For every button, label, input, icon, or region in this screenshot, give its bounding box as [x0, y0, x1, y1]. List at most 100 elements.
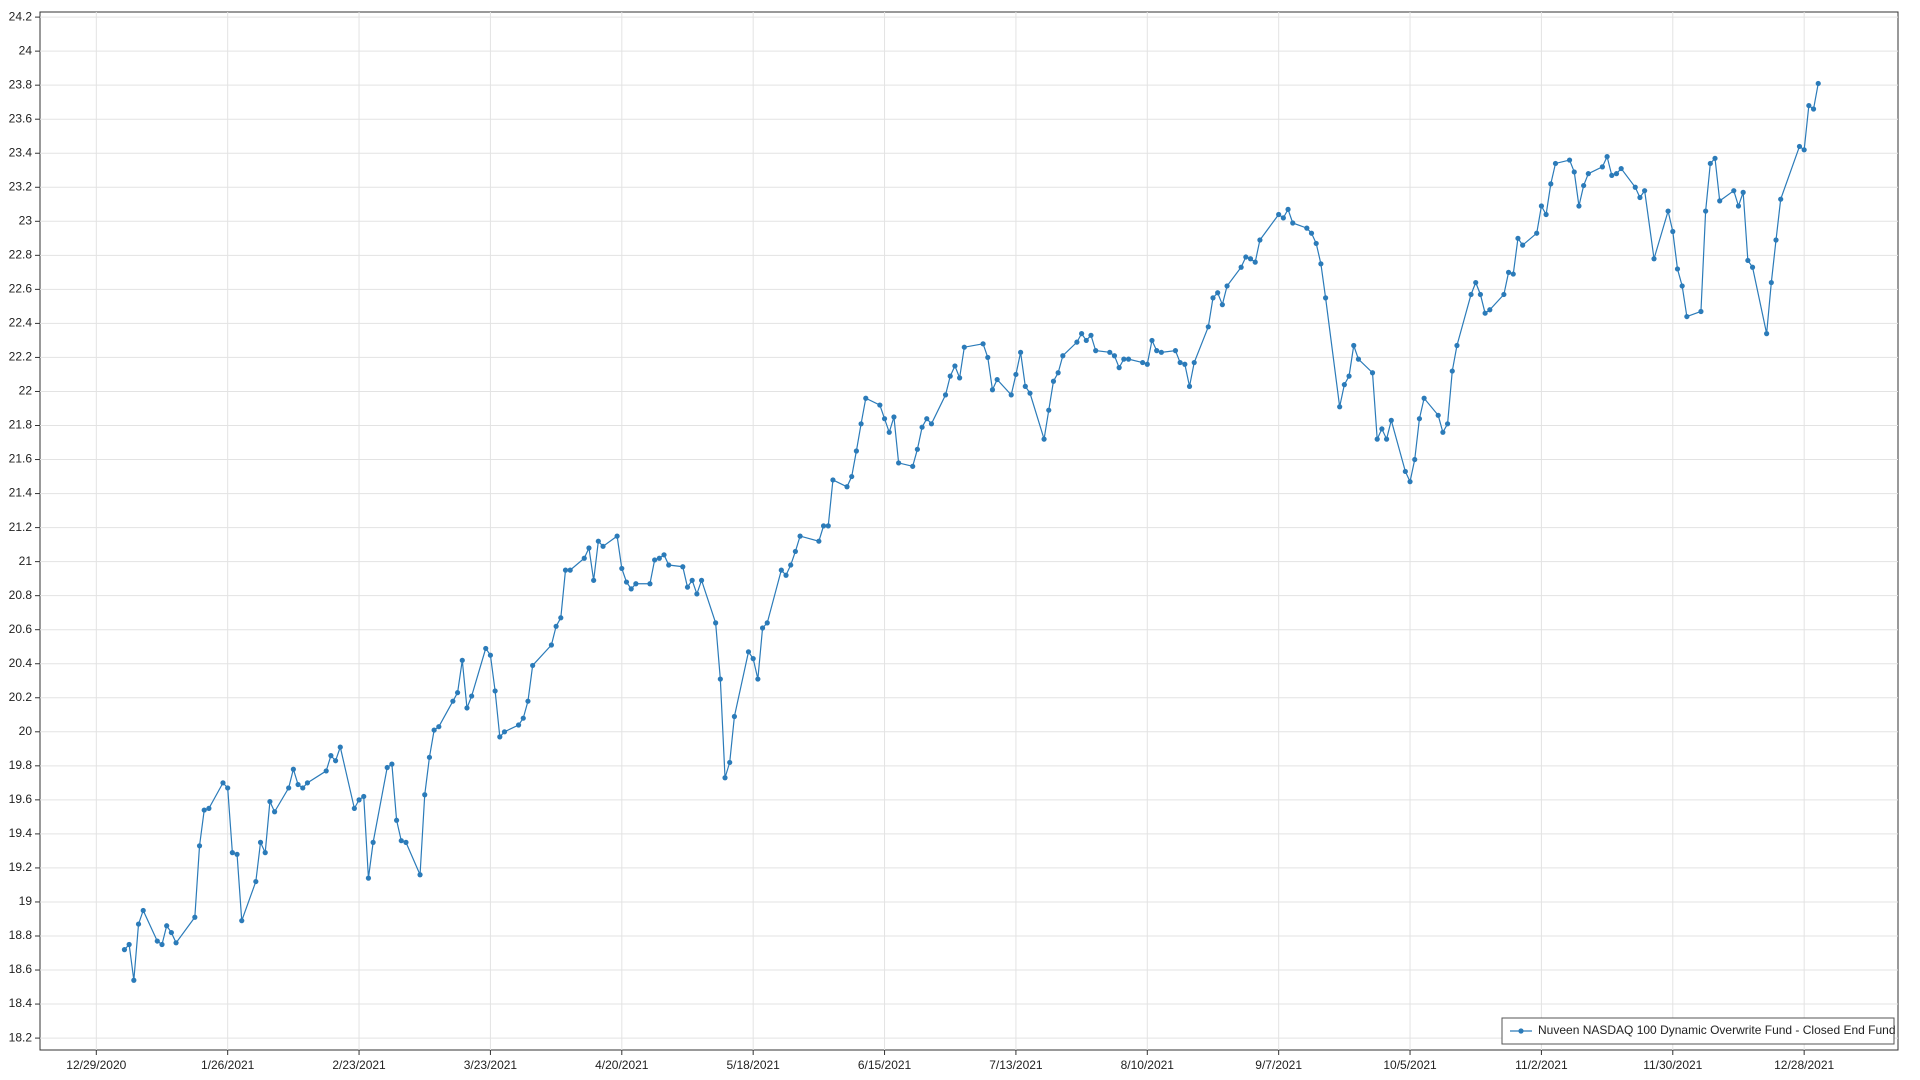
data-point [1088, 332, 1094, 338]
data-point [727, 759, 733, 766]
y-tick-label: 18.2 [9, 1030, 33, 1044]
data-point [206, 805, 212, 811]
data-point [1810, 106, 1817, 112]
x-tick-label: 7/13/2021 [989, 1058, 1043, 1072]
data-point [1383, 436, 1390, 442]
data-point [881, 416, 888, 422]
data-point [1515, 235, 1521, 241]
y-tick-label: 18.6 [9, 962, 33, 976]
data-point [1018, 349, 1024, 355]
data-point [661, 552, 667, 558]
data-point [295, 781, 301, 788]
data-point [417, 872, 423, 878]
data-point [788, 562, 794, 568]
data-point [436, 724, 442, 730]
data-point [234, 851, 240, 857]
data-point [1482, 310, 1488, 316]
y-tick-label: 24 [19, 43, 33, 57]
data-point [1205, 324, 1211, 330]
data-point [1735, 203, 1742, 209]
x-tick-label: 4/20/2021 [595, 1058, 649, 1072]
y-tick-label: 22.2 [9, 350, 33, 364]
data-point [1008, 392, 1014, 398]
y-tick-label: 22 [19, 384, 33, 398]
data-point [154, 938, 160, 944]
data-point [1684, 313, 1690, 320]
legend-label: Nuveen NASDAQ 100 Dynamic Overwrite Fund… [1538, 1023, 1896, 1037]
data-point [1210, 295, 1216, 301]
x-tick-label: 5/18/2021 [726, 1058, 780, 1072]
data-point [126, 941, 132, 948]
data-point [1247, 256, 1254, 262]
y-tick-label: 21.8 [9, 418, 33, 432]
data-point [1632, 184, 1638, 190]
data-point [164, 923, 170, 929]
data-point [750, 656, 756, 662]
data-point [1585, 171, 1591, 177]
data-point [1665, 208, 1671, 214]
data-point [989, 387, 996, 393]
data-point [928, 421, 935, 427]
data-point [1172, 348, 1179, 354]
data-point [581, 555, 587, 561]
data-point [173, 940, 179, 946]
y-tick-label: 19.2 [9, 860, 33, 874]
data-point [713, 620, 719, 626]
y-tick-label: 21.6 [9, 452, 33, 466]
y-tick-label: 23.4 [9, 145, 33, 159]
data-point [1322, 295, 1329, 301]
data-point [1552, 160, 1559, 167]
data-point [1778, 196, 1784, 202]
data-point [684, 584, 691, 590]
data-point [1041, 436, 1047, 442]
data-point [1520, 242, 1526, 248]
data-point [1083, 337, 1089, 344]
data-point [619, 565, 625, 572]
data-point [1079, 331, 1085, 337]
x-tick-label: 1/26/2021 [201, 1058, 255, 1072]
data-point [1670, 228, 1676, 235]
data-point [717, 676, 723, 682]
y-tick-label: 23.2 [9, 179, 33, 193]
data-point [515, 722, 522, 728]
data-point [1740, 189, 1746, 195]
data-point [994, 376, 1000, 383]
data-point [1388, 417, 1394, 423]
data-point [1679, 283, 1685, 289]
data-point [1581, 182, 1587, 189]
data-point [1140, 359, 1146, 366]
data-point [1116, 365, 1122, 371]
data-point [121, 947, 128, 953]
data-point [1613, 171, 1620, 177]
data-point [910, 463, 916, 469]
series-line [124, 83, 1819, 981]
data-point [1346, 373, 1352, 379]
legend-marker [1518, 1028, 1524, 1034]
data-point [680, 564, 686, 570]
data-point [1379, 426, 1385, 432]
data-point [1477, 291, 1484, 298]
y-tick-label: 19.8 [9, 758, 33, 772]
data-point [1449, 368, 1455, 374]
data-point [628, 586, 634, 592]
data-point [825, 523, 831, 529]
data-point [764, 620, 770, 626]
data-point [1674, 266, 1681, 272]
data-point [914, 446, 920, 452]
x-tick-label: 9/7/2021 [1255, 1058, 1302, 1072]
data-point [393, 817, 400, 823]
data-point [1238, 264, 1244, 270]
data-point [1731, 188, 1737, 194]
data-point [1055, 370, 1061, 376]
data-point [1318, 261, 1324, 267]
data-point [722, 775, 728, 781]
data-point [1749, 264, 1756, 270]
data-point [1505, 269, 1512, 275]
data-point [300, 785, 306, 791]
y-tick-label: 22.4 [9, 316, 33, 330]
data-point [652, 557, 658, 563]
y-tick-label: 23.8 [9, 77, 33, 91]
data-point [942, 392, 949, 398]
data-point [1186, 383, 1193, 389]
data-point [257, 839, 264, 846]
